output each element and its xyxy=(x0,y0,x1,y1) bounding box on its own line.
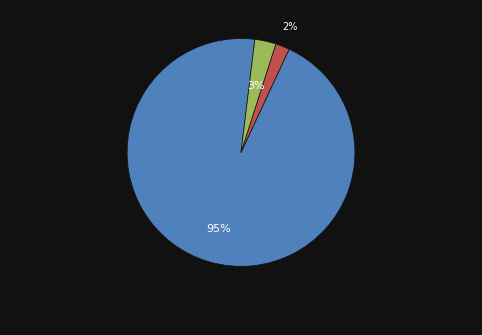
Wedge shape xyxy=(241,40,276,152)
Text: 2%: 2% xyxy=(282,22,298,32)
Wedge shape xyxy=(241,44,289,152)
Wedge shape xyxy=(127,39,355,266)
Text: 3%: 3% xyxy=(247,81,265,91)
Text: 95%: 95% xyxy=(207,224,231,234)
